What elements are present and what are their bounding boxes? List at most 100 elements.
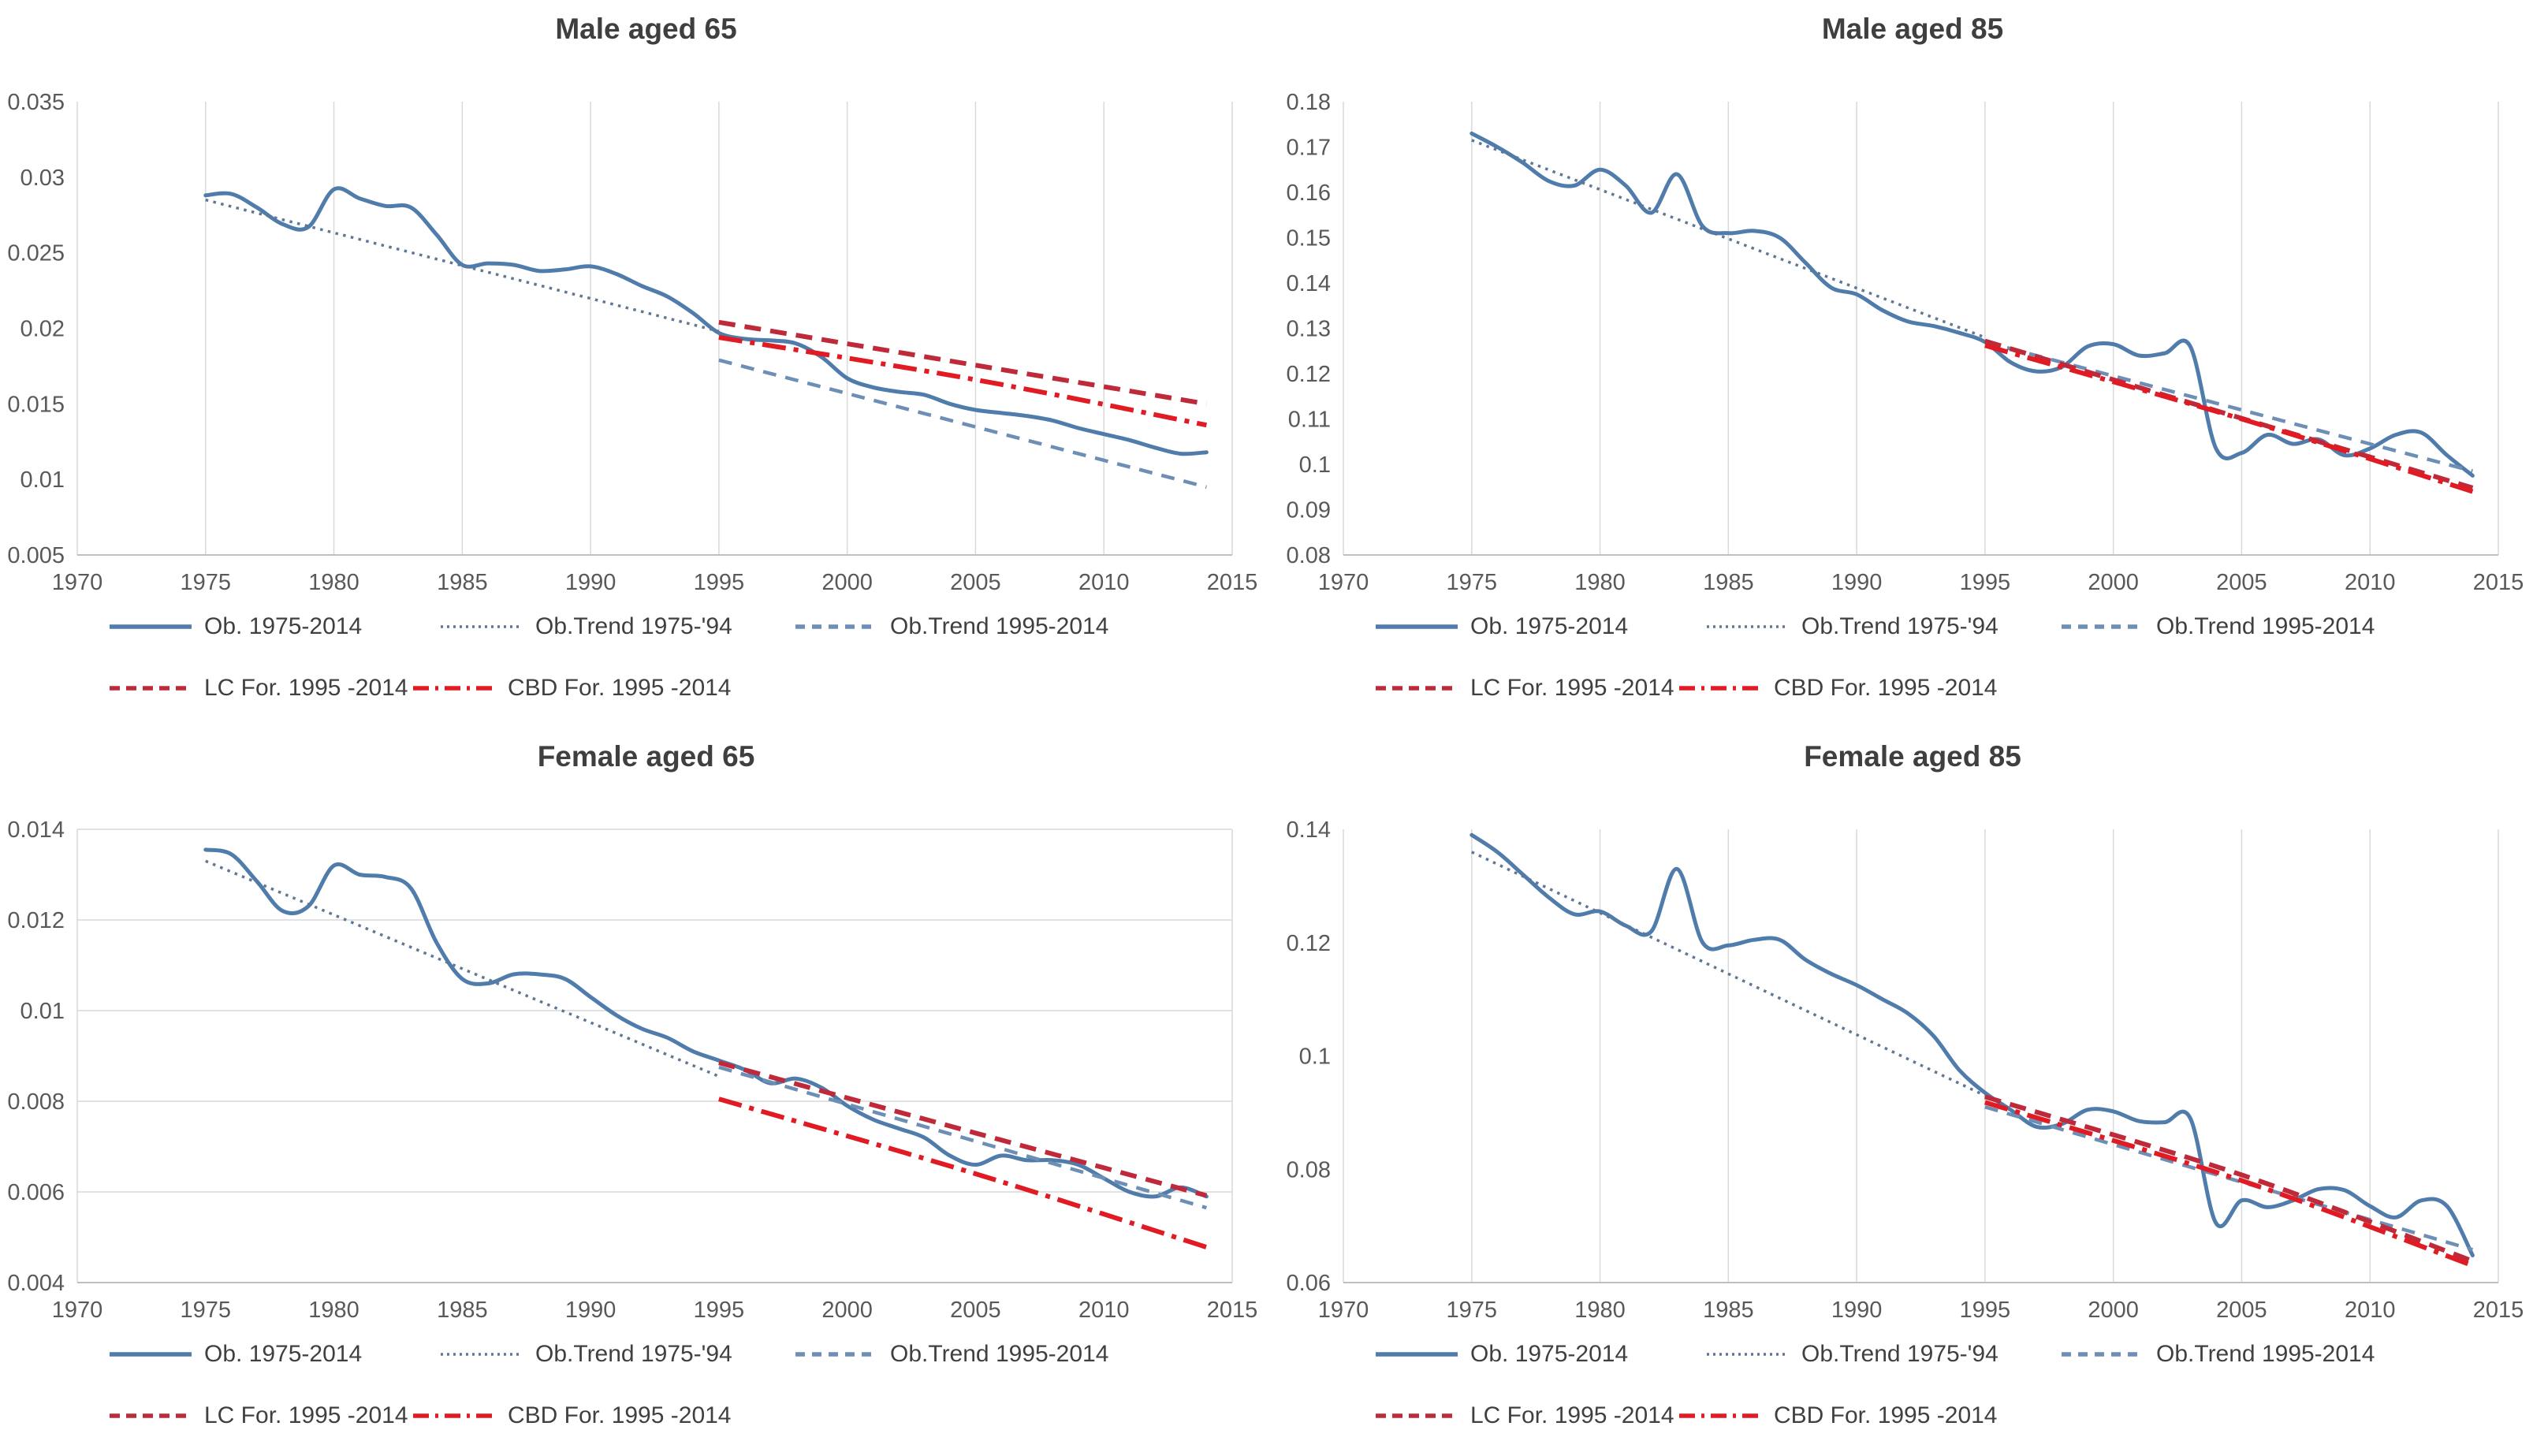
x-axis-tick-label: 1980 (1574, 1298, 1626, 1323)
series-line (1984, 1100, 2474, 1268)
legend-label: LC For. 1995 -2014 (1470, 1402, 1674, 1428)
legend-label: LC For. 1995 -2014 (1470, 675, 1674, 701)
legend: Ob. 1975-2014 Ob.Trend 1975-'94 Ob.Trend… (1268, 602, 2533, 721)
series-line (203, 847, 1209, 1199)
legend-label: Ob. 1975-2014 (204, 1341, 363, 1367)
legend: Ob. 1975-2014 Ob.Trend 1975-'94 Ob.Trend… (2, 602, 1266, 721)
legend-line-dotted-icon (1707, 625, 1789, 628)
y-axis-tick-label: 0.012 (7, 908, 65, 933)
legend-label: LC For. 1995 -2014 (204, 675, 408, 701)
legend-label: Ob.Trend 1995-2014 (2156, 1341, 2375, 1367)
legend-label: CBD For. 1995 -2014 (508, 675, 732, 701)
x-axis-tick-label: 1990 (1831, 1298, 1883, 1323)
chart-title: Male aged 65 (555, 13, 737, 45)
x-axis-tick-label: 2000 (821, 1298, 873, 1323)
panel-male-65: Male aged 65 0.035 0.03 0.025 0.02 0.015 0.01… (0, 0, 1266, 728)
legend-label: CBD For. 1995 -2014 (508, 1402, 732, 1428)
legend: Ob. 1975-2014 Ob.Trend 1975-'94 Ob.Trend… (1268, 1330, 2533, 1448)
y-axis-tick-label: 0.014 (7, 817, 65, 843)
y-axis-tick-label: 0.004 (7, 1271, 65, 1296)
x-axis-tick-label: 1970 (1318, 1298, 1369, 1323)
legend-item-observed: Ob. 1975-2014 (109, 613, 362, 640)
legend-label: Ob. 1975-2014 (204, 613, 363, 639)
x-axis-tick-label: 1995 (694, 1298, 745, 1323)
series-line (1471, 139, 1986, 339)
series-line (718, 1060, 1208, 1198)
x-axis-tick-label: 2010 (2345, 1298, 2396, 1323)
x-axis-tick-label: 1975 (1447, 570, 1498, 595)
legend-line-solid-icon (110, 624, 192, 629)
legend-line-red-dashdot-icon (1679, 686, 1761, 691)
x-axis-tick-label: 2010 (1078, 1298, 1130, 1323)
y-axis-tick-label: 0.03 (20, 166, 65, 191)
x-axis-tick-label: 1985 (437, 570, 488, 595)
x-axis-tick-label: 1975 (181, 570, 232, 595)
legend-item-trend-7594: Ob.Trend 1975-'94 (440, 1341, 732, 1368)
series-line (203, 186, 1209, 456)
series-line (205, 198, 720, 333)
y-axis-tick-label: 0.14 (1287, 271, 1331, 296)
series-line (718, 358, 1207, 489)
y-axis-tick-label: 0.015 (7, 392, 65, 417)
x-axis-tick-label: 2005 (2216, 570, 2267, 595)
legend-line-dashed-icon (795, 624, 877, 629)
y-axis-tick-label: 0.06 (1287, 1271, 1331, 1296)
legend-item-lc-forecast: LC For. 1995 -2014 (1375, 1402, 1674, 1429)
x-axis-tick-label: 1990 (1831, 570, 1883, 595)
x-axis-tick-label: 2005 (2216, 1298, 2267, 1323)
y-axis-tick-label: 0.14 (1287, 817, 1331, 843)
panel-female-85: Female aged 85 0.14 0.12 0.1 0.08 0.06 1970 19… (1266, 728, 2533, 1456)
y-axis-tick-label: 0.01 (20, 467, 65, 493)
legend-label: Ob.Trend 1995-2014 (890, 613, 1109, 639)
legend-label: Ob.Trend 1995-2014 (890, 1341, 1109, 1367)
legend-line-red-dashdot-icon (413, 686, 495, 691)
x-axis-tick-label: 2000 (821, 570, 873, 595)
legend-line-dotted-icon (441, 1353, 523, 1356)
y-axis-tick-label: 0.12 (1287, 362, 1331, 387)
legend-line-red-dash-icon (110, 1413, 192, 1418)
y-axis-tick-label: 0.18 (1287, 90, 1331, 115)
y-axis-tick-label: 0.16 (1287, 181, 1331, 206)
x-axis-tick-label: 1975 (1447, 1298, 1498, 1323)
y-axis-tick-label: 0.02 (20, 317, 65, 342)
y-axis-tick-label: 0.008 (7, 1089, 65, 1115)
series-line (1470, 131, 2475, 478)
y-axis-tick-label: 0.08 (1287, 543, 1331, 568)
legend-line-red-dashdot-icon (413, 1413, 495, 1418)
x-axis-tick-label: 1985 (1703, 570, 1754, 595)
legend-item-lc-forecast: LC For. 1995 -2014 (1375, 675, 1674, 702)
legend-line-red-dash-icon (1376, 686, 1458, 691)
x-axis-tick-label: 1985 (437, 1298, 488, 1323)
x-axis-tick-label: 2005 (950, 570, 1001, 595)
x-axis-tick-label: 1995 (1960, 570, 2011, 595)
x-axis-tick-label: 1995 (1960, 1298, 2011, 1323)
series-line (1984, 343, 2474, 494)
x-axis-tick-label: 2010 (1078, 570, 1130, 595)
series-line (1470, 832, 2475, 1257)
legend-line-dashed-icon (795, 1352, 877, 1357)
legend-item-trend-7594: Ob.Trend 1975-'94 (440, 613, 732, 640)
x-axis-tick-label: 1980 (308, 1298, 359, 1323)
x-axis-tick-label: 1970 (1318, 570, 1369, 595)
legend-line-solid-icon (1376, 1352, 1458, 1357)
series-line (1984, 340, 2473, 473)
legend-line-solid-icon (1376, 624, 1458, 629)
legend-label: Ob. 1975-2014 (1470, 1341, 1629, 1367)
legend-item-trend-9514: Ob.Trend 1995-2014 (795, 613, 1108, 640)
legend-label: CBD For. 1995 -2014 (1774, 675, 1998, 701)
legend-label: Ob.Trend 1995-2014 (2156, 613, 2375, 639)
legend-line-dotted-icon (1707, 1353, 1789, 1356)
legend-item-cbd-forecast: CBD For. 1995 -2014 (1678, 1402, 1998, 1429)
chart-title: Female aged 65 (537, 740, 755, 773)
y-axis-tick-label: 0.11 (1288, 408, 1331, 433)
legend-item-cbd-forecast: CBD For. 1995 -2014 (1678, 675, 1998, 702)
legend-item-lc-forecast: LC For. 1995 -2014 (109, 675, 408, 702)
legend-label: LC For. 1995 -2014 (204, 1402, 408, 1428)
legend-label: Ob. 1975-2014 (1470, 613, 1629, 639)
panel-male-85: Male aged 85 0.18 0.17 0.16 0.15 0.14 0.13 0.1… (1266, 0, 2533, 728)
legend-item-trend-9514: Ob.Trend 1995-2014 (2061, 1341, 2375, 1368)
x-axis-tick-label: 2015 (2473, 570, 2524, 595)
series-line (1471, 851, 1986, 1097)
